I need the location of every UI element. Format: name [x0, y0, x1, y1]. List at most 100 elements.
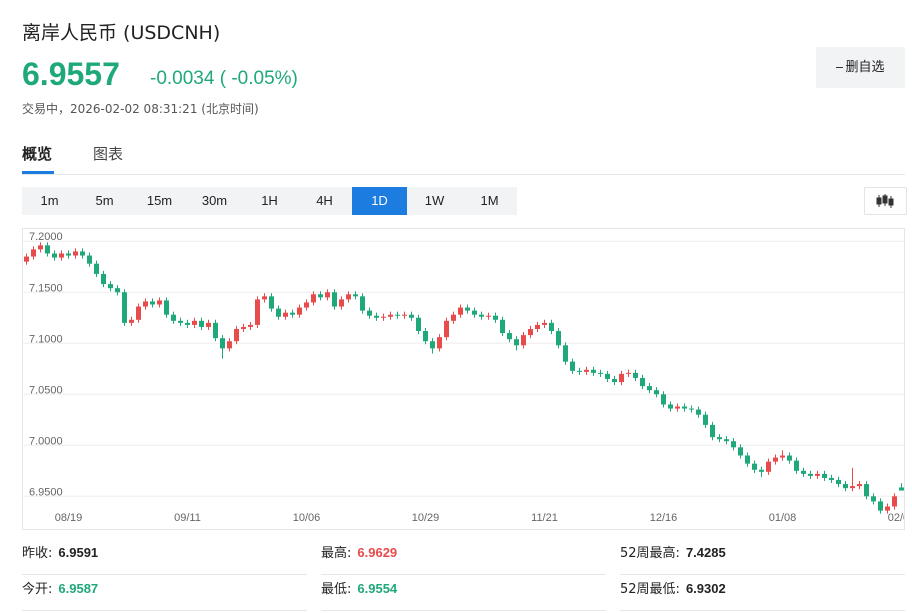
candle-body — [374, 315, 379, 318]
y-tick-label: 7.0500 — [29, 384, 63, 396]
candle-body — [395, 314, 400, 316]
candle-body — [444, 320, 449, 338]
x-tick-label: 02/02 — [888, 512, 905, 524]
candle-body — [549, 322, 554, 332]
stat: 52周最高: 7.4285 — [620, 538, 905, 575]
candle-body — [255, 299, 260, 325]
candle-body — [409, 314, 414, 318]
candle-body — [234, 328, 239, 342]
x-tick-label: 01/08 — [769, 512, 797, 524]
candle-body — [577, 370, 582, 372]
candle-body — [731, 441, 736, 448]
y-tick-label: 7.1500 — [29, 282, 63, 294]
candle-body — [850, 486, 855, 489]
stat-label: 今开: — [22, 582, 53, 597]
y-tick-label: 7.0000 — [29, 435, 63, 447]
change: -0.0034 ( -0.05%) — [150, 68, 298, 90]
watch-button[interactable]: 删自选 — [816, 47, 905, 88]
candle-body — [416, 317, 421, 332]
candle-body — [591, 369, 596, 373]
candle-body — [486, 315, 491, 317]
stat-label: 52周最低: — [620, 582, 680, 597]
candle-body — [52, 253, 57, 258]
candle-body — [80, 251, 85, 256]
candle-body — [640, 377, 645, 387]
candle-body — [885, 506, 890, 511]
candle-body — [360, 296, 365, 311]
change-pct: ( -0.05%) — [219, 68, 298, 89]
candle-body — [598, 372, 603, 374]
period-button[interactable]: 1H — [261, 193, 278, 208]
candle-body — [248, 324, 253, 327]
candle-body — [115, 288, 120, 293]
period-button[interactable]: 1m — [40, 193, 59, 208]
period-button[interactable]: 30m — [201, 193, 228, 208]
stat: 最高: 6.9629 — [321, 538, 606, 575]
price: 6.9557 — [22, 56, 120, 92]
candle-body — [528, 328, 533, 336]
title: 离岸人民币 (USDCNH) — [22, 22, 221, 44]
stat-value: 6.9587 — [58, 581, 99, 596]
candle-body — [346, 294, 351, 300]
candle-body — [108, 284, 113, 289]
divider — [22, 174, 905, 175]
candle-body — [752, 463, 757, 470]
candle-body — [829, 477, 834, 480]
stat: 昨收: 6.9591 — [22, 538, 307, 575]
y-tick-label: 6.9500 — [29, 486, 63, 498]
change-value: -0.0034 — [150, 68, 215, 89]
candle-body — [423, 331, 428, 342]
candle-body — [353, 294, 358, 297]
candle-body — [185, 322, 190, 325]
tab[interactable]: 概览 — [22, 145, 53, 163]
stat-label: 最低: — [321, 582, 352, 597]
candle-body — [220, 338, 225, 349]
x-tick-label: 11/21 — [531, 512, 558, 524]
period-button[interactable]: 15m — [146, 193, 173, 208]
stat: 最低: 6.9554 — [321, 574, 606, 611]
candle-body — [227, 341, 232, 349]
candle-body — [332, 292, 337, 307]
candle-body — [94, 263, 99, 274]
candle-body — [24, 256, 29, 262]
candle-body — [31, 249, 36, 257]
candle-body — [843, 484, 848, 489]
chart-type-button[interactable] — [864, 187, 907, 215]
tab-indicator — [22, 171, 54, 174]
candle-body — [143, 301, 148, 307]
candle-body — [311, 294, 316, 303]
candle-body — [458, 307, 463, 315]
candle-body — [472, 310, 477, 315]
candle-body — [269, 296, 274, 309]
x-tick-label: 12/16 — [650, 512, 678, 524]
period-button[interactable]: 4H — [316, 193, 333, 208]
candle-body — [507, 333, 512, 340]
tab[interactable]: 图表 — [93, 145, 124, 163]
candle-body — [871, 496, 876, 502]
candle-body — [381, 316, 386, 318]
period-button[interactable]: 1W — [424, 193, 445, 208]
stat-value: 6.9629 — [357, 545, 398, 560]
candle-body — [682, 406, 687, 409]
period-button[interactable]: 5m — [95, 193, 114, 208]
candle-body — [717, 437, 722, 440]
candle-body — [38, 245, 43, 250]
minus-icon — [836, 67, 844, 68]
candle-body — [668, 404, 673, 409]
candle-body — [150, 301, 155, 305]
candle-body — [318, 294, 323, 298]
stat-label: 昨收: — [22, 546, 53, 561]
candle-body — [892, 496, 897, 507]
candle-body — [696, 409, 701, 415]
candle-body — [584, 369, 589, 372]
candle-body — [339, 299, 344, 307]
period-button[interactable]: 1D — [352, 187, 407, 215]
candle-body — [857, 484, 862, 487]
stat-value: 6.9554 — [357, 581, 398, 596]
candle-body — [605, 373, 610, 379]
candle-body — [465, 307, 470, 311]
candle-body — [542, 322, 547, 325]
candle-body — [290, 312, 295, 315]
candle-body — [661, 394, 666, 405]
period-button[interactable]: 1M — [480, 193, 499, 208]
